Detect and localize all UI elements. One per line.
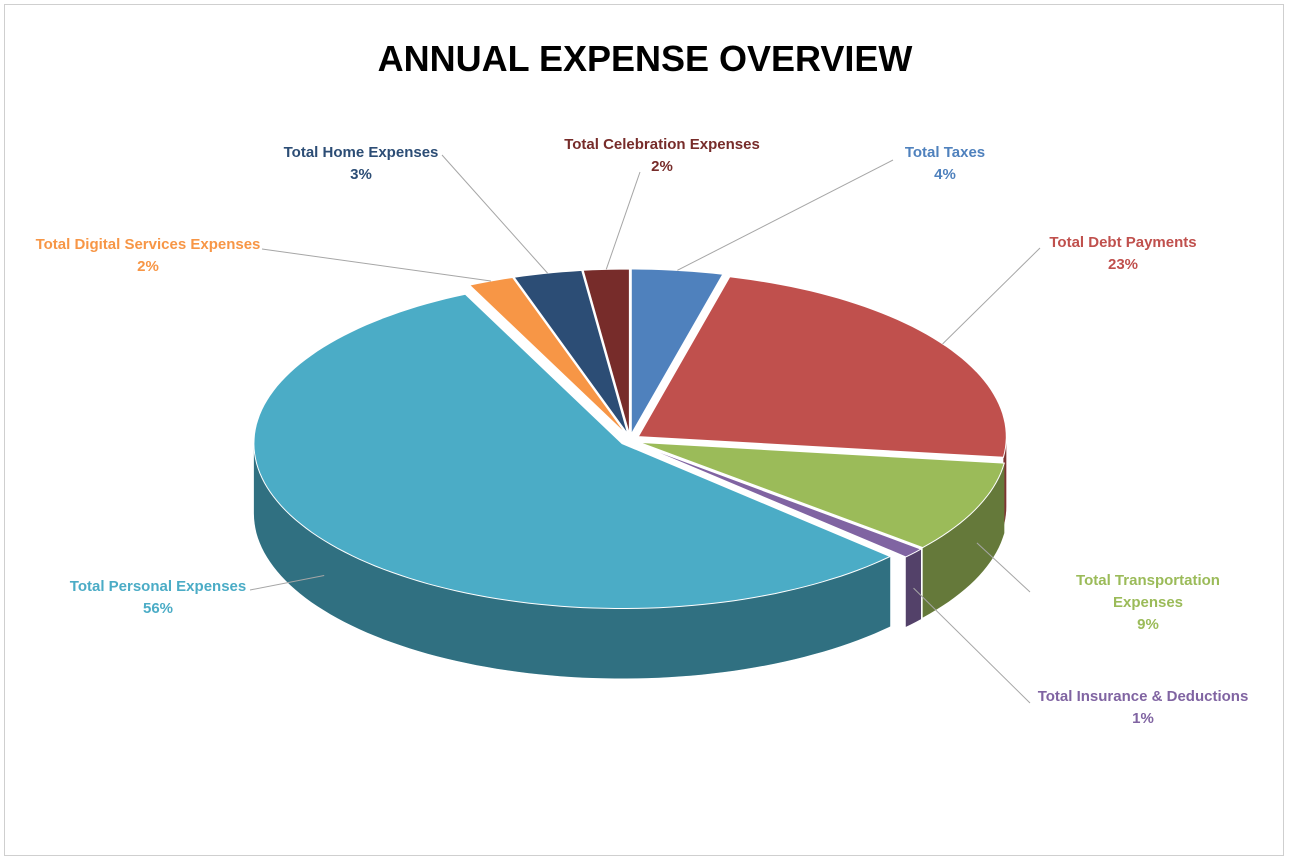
data-label: Total Debt Payments 23% <box>1023 232 1223 276</box>
category-label: Total Taxes <box>904 144 986 161</box>
leader-line <box>677 159 894 271</box>
slice-side-shade <box>253 443 891 679</box>
slice-side-shade <box>905 549 921 627</box>
category-label: Total Personal Expenses <box>69 578 247 595</box>
data-label: Total Celebration Expenses 2% <box>542 134 782 178</box>
category-label: Total Digital Services Expenses <box>35 236 261 253</box>
slice <box>637 276 1007 458</box>
slice <box>630 268 724 436</box>
data-label: Total Taxes 4% <box>845 142 1045 186</box>
slice <box>639 441 1005 549</box>
percent-label: 9% <box>1137 616 1159 633</box>
category-label: Total Transportation Expenses <box>1076 572 1220 611</box>
leader-line <box>249 575 325 591</box>
slice <box>468 276 627 435</box>
percent-label: 2% <box>137 258 159 275</box>
slice-side <box>253 443 891 679</box>
percent-label: 23% <box>1107 256 1139 273</box>
category-label: Total Debt Payments <box>1049 234 1197 251</box>
data-label: Total Transportation Expenses 9% <box>1058 570 1238 636</box>
slice <box>582 268 630 435</box>
slice-side <box>905 549 921 627</box>
slice-side <box>922 463 1005 618</box>
data-label: Total Personal Expenses 56% <box>58 576 258 620</box>
leader-line <box>441 154 548 274</box>
chart-frame <box>4 4 1284 856</box>
leader-line <box>605 171 641 270</box>
percent-label: 3% <box>350 166 372 183</box>
leader-line <box>913 587 1031 704</box>
leader-line <box>976 542 1031 593</box>
percent-label: 1% <box>1132 710 1154 727</box>
percent-label: 2% <box>651 158 673 175</box>
slice <box>637 443 923 558</box>
chart-title: ANNUAL EXPENSE OVERVIEW <box>377 38 913 79</box>
data-label: Total Insurance & Deductions 1% <box>1013 686 1273 730</box>
leader-line <box>942 247 1041 345</box>
leader-line <box>261 248 491 282</box>
slice <box>253 293 892 609</box>
category-label: Total Home Expenses <box>283 144 439 161</box>
category-label: Total Insurance & Deductions <box>1037 688 1249 705</box>
data-label: Total Home Expenses 3% <box>261 142 461 186</box>
percent-label: 56% <box>142 600 174 617</box>
category-label: Total Celebration Expenses <box>564 136 760 153</box>
percent-label: 4% <box>934 166 956 183</box>
data-label: Total Digital Services Expenses 2% <box>18 234 278 278</box>
slice-side-shade <box>922 463 1005 618</box>
